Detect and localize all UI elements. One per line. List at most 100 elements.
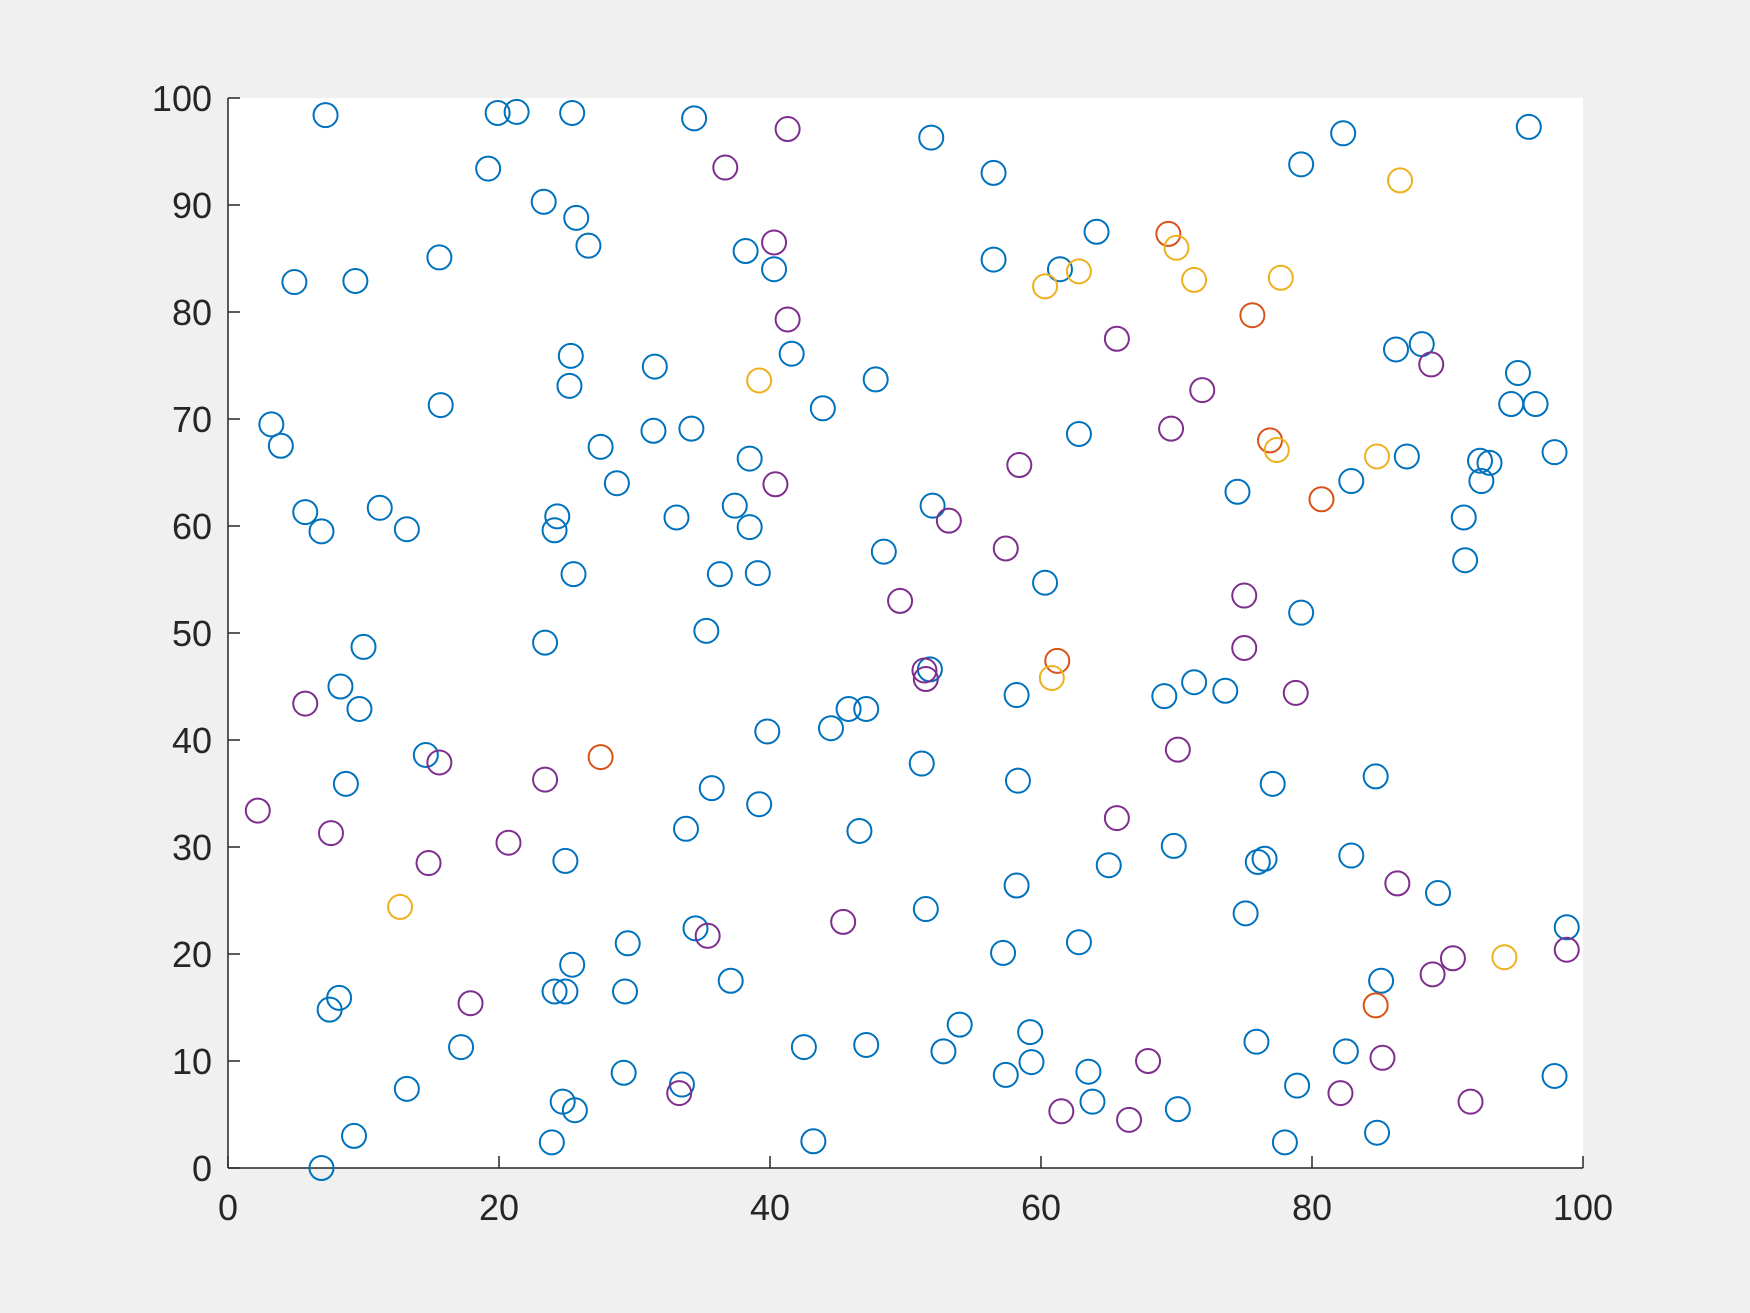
point — [1541, 439, 1568, 466]
point — [919, 492, 946, 519]
point — [862, 366, 889, 393]
y-tick-label: 0 — [192, 1148, 212, 1189]
point — [426, 244, 453, 271]
point — [614, 930, 641, 957]
point — [544, 503, 571, 530]
point — [393, 1075, 420, 1102]
y-tick-label: 80 — [172, 292, 212, 333]
point — [1032, 569, 1059, 596]
point — [448, 1034, 475, 1061]
point — [244, 797, 271, 824]
point — [672, 815, 699, 842]
point — [694, 922, 721, 949]
point — [1103, 805, 1130, 832]
point — [350, 633, 377, 660]
point — [1284, 1072, 1311, 1099]
point — [1151, 683, 1178, 710]
point — [681, 105, 708, 132]
point — [575, 232, 602, 259]
point — [561, 1097, 588, 1124]
point — [427, 392, 454, 419]
y-tick-label: 70 — [172, 399, 212, 440]
point — [1369, 1044, 1396, 1071]
point — [1362, 992, 1389, 1019]
point — [1476, 449, 1503, 476]
point — [918, 124, 945, 151]
point — [426, 749, 453, 776]
point — [744, 560, 771, 587]
point — [721, 492, 748, 519]
point — [980, 159, 1007, 186]
point — [1116, 1106, 1143, 1133]
point — [1018, 1049, 1045, 1076]
point — [1044, 647, 1071, 674]
point — [830, 908, 857, 935]
x-tick-label: 20 — [479, 1187, 519, 1228]
point — [1232, 900, 1259, 927]
point — [556, 372, 583, 399]
point — [1164, 736, 1191, 763]
point — [1046, 256, 1073, 283]
y-tick-label: 10 — [172, 1041, 212, 1082]
point — [912, 896, 939, 923]
point — [457, 990, 484, 1017]
point — [292, 690, 319, 717]
point — [1452, 547, 1479, 574]
point — [980, 246, 1007, 273]
point — [1163, 234, 1190, 261]
point — [541, 978, 568, 1005]
point — [538, 1129, 565, 1156]
y-tick-label: 20 — [172, 934, 212, 975]
point — [475, 155, 502, 182]
point — [1330, 120, 1357, 147]
point — [1224, 478, 1251, 505]
point — [1418, 351, 1445, 378]
point — [503, 98, 530, 125]
point — [1393, 443, 1420, 470]
point — [532, 766, 559, 793]
plot-area — [228, 98, 1583, 1168]
point — [846, 817, 873, 844]
point — [790, 1034, 817, 1061]
point — [587, 433, 614, 460]
point — [1158, 415, 1185, 442]
point — [992, 1061, 1019, 1088]
point — [1282, 679, 1309, 706]
point — [317, 820, 344, 847]
point — [887, 587, 914, 614]
point — [1048, 1098, 1075, 1125]
point — [809, 395, 836, 422]
point — [712, 154, 739, 181]
point — [484, 99, 511, 126]
point — [559, 951, 586, 978]
point — [990, 939, 1017, 966]
point — [1288, 151, 1315, 178]
point — [1065, 420, 1092, 447]
point — [736, 445, 763, 472]
point — [1468, 468, 1495, 495]
point — [698, 775, 725, 802]
point — [1083, 218, 1110, 245]
point — [1164, 1096, 1191, 1123]
point — [415, 850, 442, 877]
point — [1256, 427, 1283, 454]
point — [316, 996, 343, 1023]
point — [1338, 842, 1365, 869]
point — [911, 657, 938, 684]
y-tick-label: 60 — [172, 506, 212, 547]
point — [1419, 961, 1446, 988]
point — [746, 367, 773, 394]
point — [1239, 302, 1266, 329]
point — [1079, 1088, 1106, 1115]
point — [1135, 1048, 1162, 1074]
point — [587, 744, 614, 771]
point — [1004, 767, 1031, 794]
point — [308, 1155, 335, 1181]
point — [778, 340, 805, 367]
point — [530, 188, 557, 215]
point — [1271, 1129, 1298, 1156]
y-tick-label: 40 — [172, 720, 212, 761]
point — [1467, 447, 1494, 474]
point — [1065, 258, 1092, 285]
